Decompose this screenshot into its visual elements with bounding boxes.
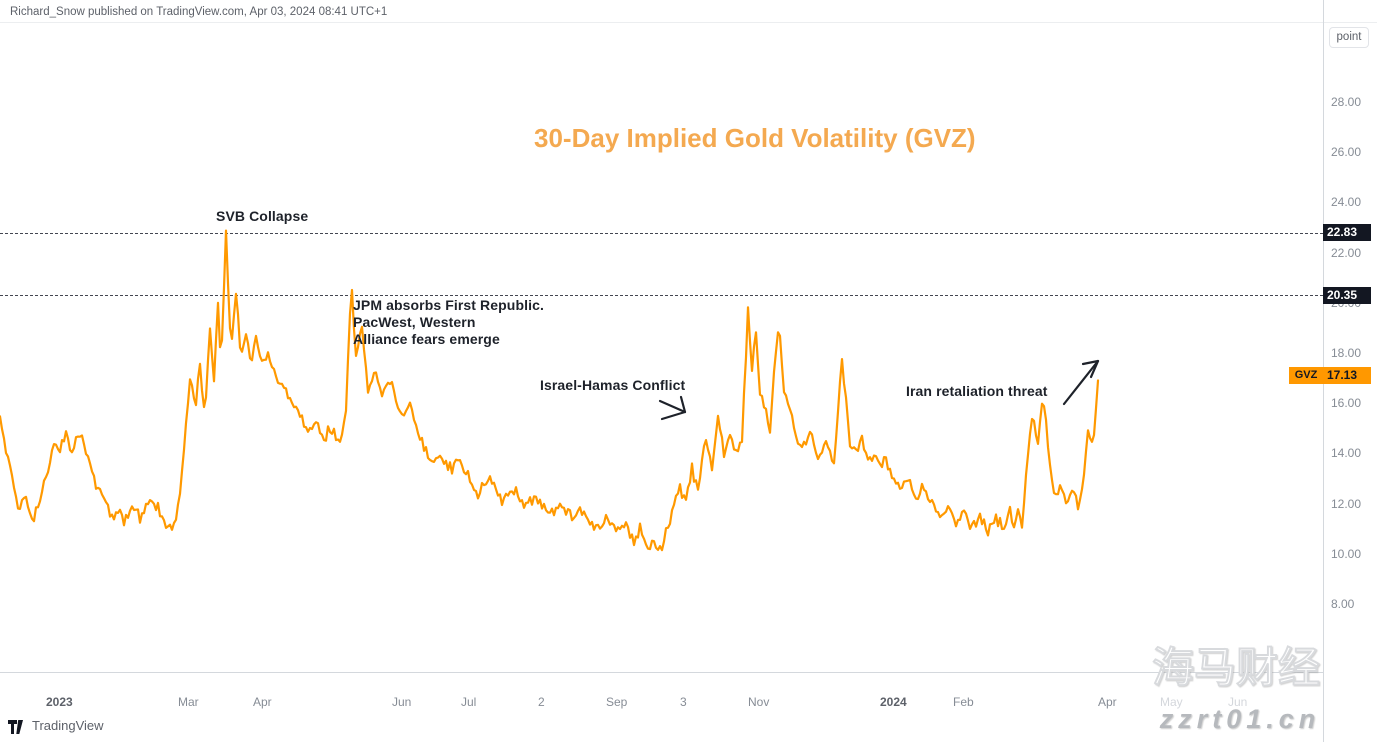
svg-text:海马财经: 海马财经 — [1152, 644, 1320, 691]
svg-text:zzrt01.cn: zzrt01.cn — [1159, 704, 1321, 734]
